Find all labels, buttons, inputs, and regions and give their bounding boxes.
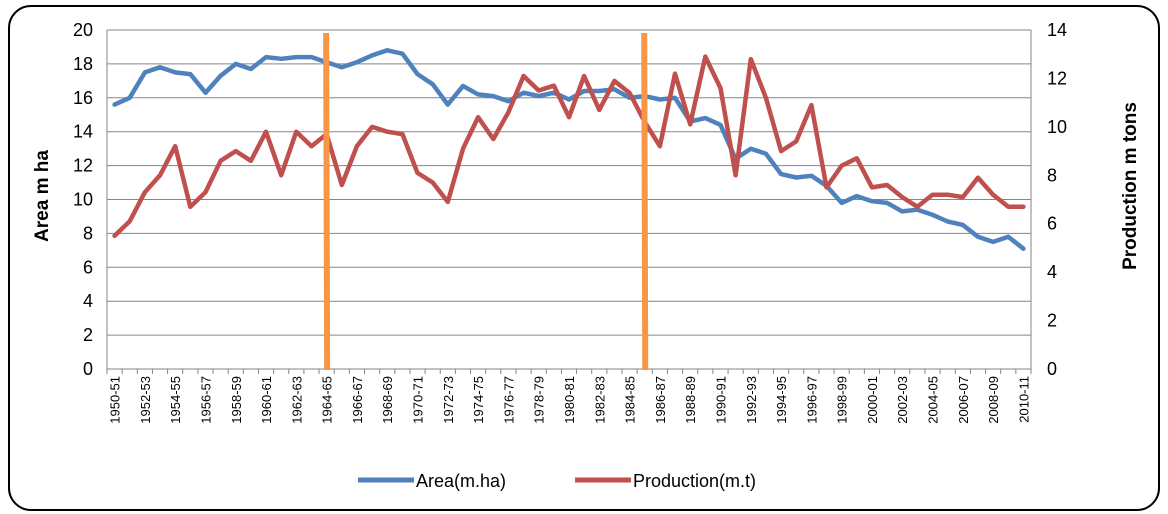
grid bbox=[106, 29, 1032, 374]
x-tick-label: 1956-57 bbox=[198, 376, 213, 424]
x-tick-label: 2008-09 bbox=[986, 376, 1001, 424]
legend: Area(m.ha) Production(m.t) bbox=[358, 471, 756, 491]
left-tick-label: 18 bbox=[73, 54, 93, 74]
x-tick-label: 1950-51 bbox=[108, 376, 123, 424]
annotation-line bbox=[641, 32, 649, 371]
right-tick-label: 0 bbox=[1047, 359, 1057, 379]
x-tick-label: 1998-99 bbox=[835, 376, 850, 424]
x-tick-label: 1996-97 bbox=[804, 376, 819, 424]
x-tick-label: 1988-89 bbox=[683, 376, 698, 424]
x-tick-label: 1980-81 bbox=[562, 376, 577, 424]
series-line-production-m-t- bbox=[112, 54, 1026, 239]
left-axis-title: Area m ha bbox=[32, 150, 53, 242]
left-tick-label: 2 bbox=[83, 325, 93, 345]
legend-label: Production(m.t) bbox=[633, 471, 756, 491]
series-lines bbox=[112, 48, 1026, 251]
x-tick-label: 1986-87 bbox=[653, 376, 668, 424]
x-axis-ticks: 1950-51 1952-53 1954-55 1956-57 1958-59 1960-… bbox=[108, 376, 1032, 424]
left-axis-ticks: 0 2 4 6 8 10 12 14 16 18 20 bbox=[73, 20, 93, 379]
legend-label: Area(m.ha) bbox=[416, 471, 506, 491]
x-tick-label: 1962-63 bbox=[289, 376, 304, 424]
right-tick-label: 14 bbox=[1047, 20, 1067, 40]
x-tick-label: 1966-67 bbox=[350, 376, 365, 424]
x-tick-label: 1954-55 bbox=[168, 376, 183, 424]
x-tick-label: 1960-61 bbox=[259, 376, 274, 424]
left-tick-label: 8 bbox=[83, 223, 93, 243]
x-tick-label: 1978-79 bbox=[532, 376, 547, 424]
series-line-area-m-ha- bbox=[112, 48, 1026, 251]
x-tick-label: 2000-01 bbox=[865, 376, 880, 424]
x-tick-label: 1958-59 bbox=[229, 376, 244, 424]
x-tick-label: 2004-05 bbox=[926, 376, 941, 424]
x-tick-label: 1970-71 bbox=[411, 376, 426, 424]
x-tick-label: 1990-91 bbox=[713, 376, 728, 424]
left-tick-label: 20 bbox=[73, 20, 93, 40]
x-tick-label: 1972-73 bbox=[441, 376, 456, 424]
right-tick-label: 6 bbox=[1047, 214, 1057, 234]
x-tick-label: 1964-65 bbox=[320, 376, 335, 424]
right-tick-label: 8 bbox=[1047, 165, 1057, 185]
x-tick-label: 2010-11 bbox=[1016, 376, 1031, 423]
annotation-line bbox=[323, 32, 331, 371]
left-tick-label: 0 bbox=[83, 359, 93, 379]
x-tick-label: 1976-77 bbox=[501, 376, 516, 424]
x-tick-label: 1994-95 bbox=[774, 376, 789, 424]
x-tick-label: 1974-75 bbox=[471, 376, 486, 424]
left-tick-label: 4 bbox=[83, 291, 93, 311]
x-tick-label: 2006-07 bbox=[956, 376, 971, 424]
x-tick-label: 1992-93 bbox=[744, 376, 759, 424]
x-tick-label: 1952-53 bbox=[138, 376, 153, 424]
right-tick-label: 12 bbox=[1047, 68, 1067, 88]
left-tick-label: 6 bbox=[83, 257, 93, 277]
left-tick-label: 12 bbox=[73, 156, 93, 176]
x-tick-label: 1982-83 bbox=[592, 376, 607, 424]
left-tick-label: 14 bbox=[73, 122, 93, 142]
left-tick-label: 10 bbox=[73, 190, 93, 210]
x-tick-label: 1984-85 bbox=[623, 376, 638, 424]
x-tick-label: 1968-69 bbox=[380, 376, 395, 424]
right-axis-ticks: 0 2 4 6 8 10 12 14 bbox=[1047, 20, 1067, 379]
annotation-lines bbox=[323, 32, 649, 371]
right-tick-label: 10 bbox=[1047, 117, 1067, 137]
right-tick-label: 2 bbox=[1047, 311, 1057, 331]
right-tick-label: 4 bbox=[1047, 262, 1057, 282]
left-tick-label: 16 bbox=[73, 88, 93, 108]
x-tick-label: 2002-03 bbox=[895, 376, 910, 424]
right-axis-title: Production m tons bbox=[1120, 102, 1141, 270]
